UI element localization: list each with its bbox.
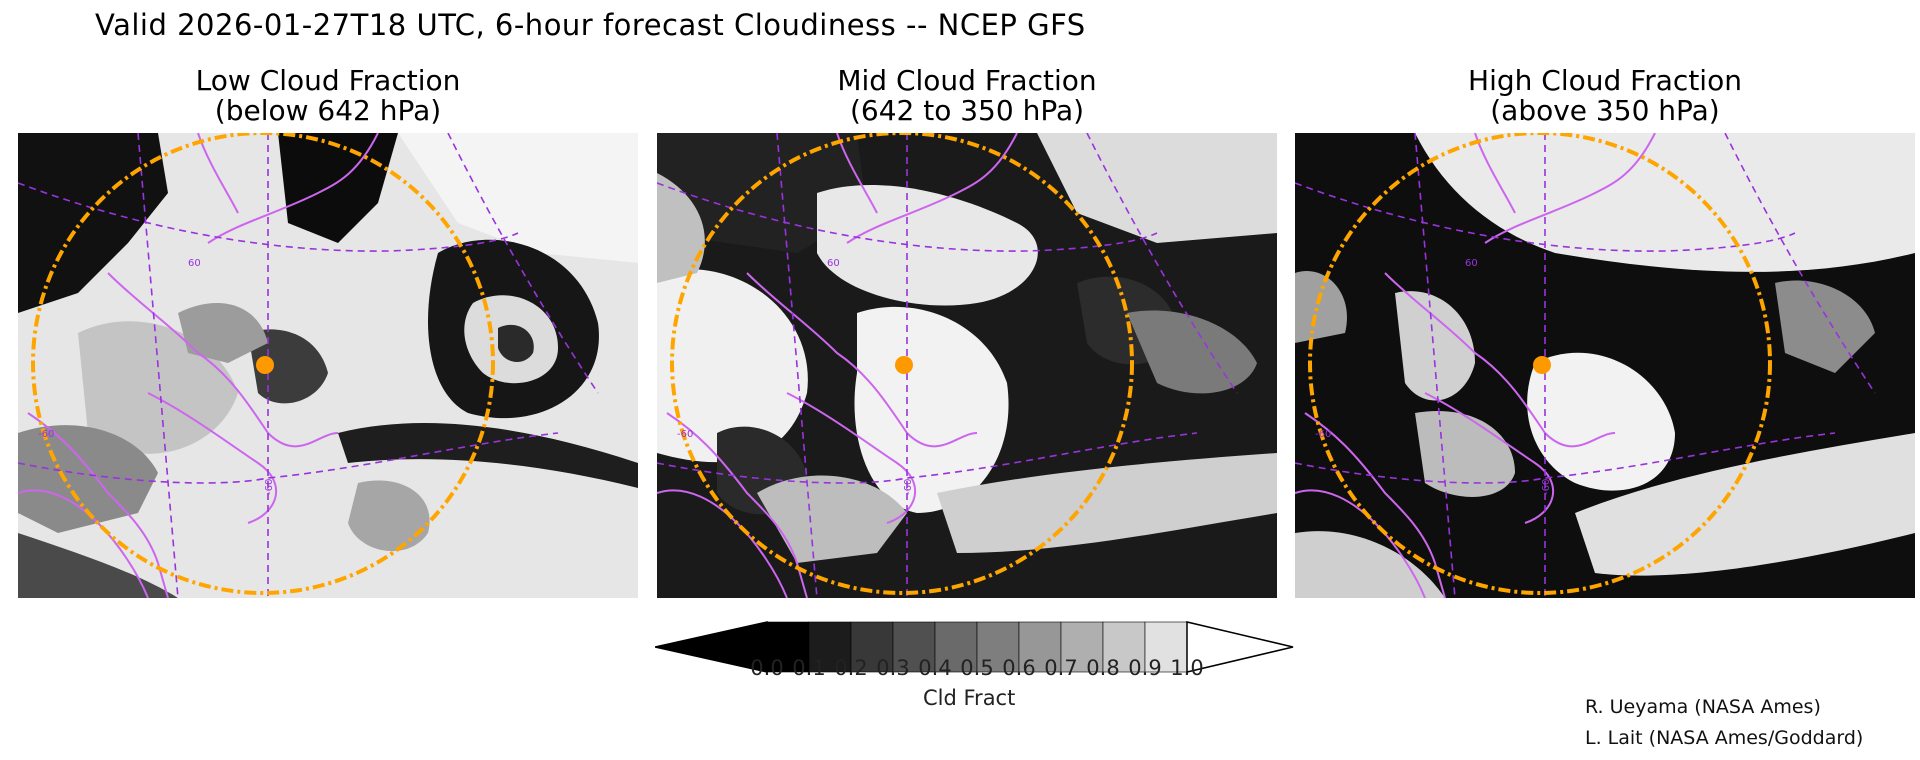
colorbar-swatch — [1102, 621, 1146, 673]
colorbar-tick-label: 0.0 — [750, 656, 784, 680]
colorbar-over-triangle — [1186, 621, 1294, 673]
colorbar-swatch — [892, 621, 936, 673]
lat-label-low: 60 — [188, 258, 201, 269]
panel-title-high: High Cloud Fraction (above 350 hPa) — [1295, 66, 1915, 126]
colorbar-swatch — [1144, 621, 1188, 673]
colorbar-swatch — [808, 621, 852, 673]
colorbar-tick-label: 0.6 — [1002, 656, 1036, 680]
panel-title-mid: Mid Cloud Fraction (642 to 350 hPa) — [657, 66, 1277, 126]
colorbar-tick-label: 0.2 — [834, 656, 868, 680]
panel-title-mid-line2: (642 to 350 hPa) — [849, 94, 1085, 127]
colorbar-tick-label: 0.8 — [1086, 656, 1120, 680]
colorbar-tick-label: 0.1 — [792, 656, 826, 680]
lat-left-label-low: -60 — [38, 429, 54, 440]
colorbar-tick-label: 0.5 — [960, 656, 994, 680]
colorbar-swatch — [1018, 621, 1062, 673]
credits: R. Ueyama (NASA Ames) L. Lait (NASA Ames… — [1585, 692, 1863, 754]
lon-label-mid: -60 — [903, 479, 914, 495]
colorbar — [655, 621, 1294, 673]
panel-title-mid-line1: Mid Cloud Fraction — [837, 64, 1097, 97]
colorbar-tick-label: 0.7 — [1044, 656, 1078, 680]
panel-title-high-line2: (above 350 hPa) — [1490, 94, 1720, 127]
panel-title-high-line1: High Cloud Fraction — [1468, 64, 1742, 97]
lon-label-low: -60 — [264, 479, 275, 495]
colorbar-under-triangle — [655, 621, 768, 673]
colorbar-swatch — [766, 621, 810, 673]
map-high-cloud: 60 -60 -60 — [1295, 133, 1915, 598]
lat-left-label-high: -60 — [1315, 429, 1331, 440]
panel-title-low: Low Cloud Fraction (below 642 hPa) — [18, 66, 638, 126]
colorbar-swatch — [976, 621, 1020, 673]
page-title: Valid 2026-01-27T18 UTC, 6-hour forecast… — [95, 8, 1086, 42]
colorbar-tick-label: 0.3 — [876, 656, 910, 680]
colorbar-swatch — [934, 621, 978, 673]
colorbar-swatch — [850, 621, 894, 673]
lat-left-label-mid: -60 — [677, 429, 693, 440]
lon-label-high: -60 — [1541, 479, 1552, 495]
lat-label-high: 60 — [1465, 258, 1478, 269]
credit-line-2: L. Lait (NASA Ames/Goddard) — [1585, 727, 1864, 749]
panel-title-low-line1: Low Cloud Fraction — [195, 64, 461, 97]
credit-line-1: R. Ueyama (NASA Ames) — [1585, 696, 1821, 718]
colorbar-label: Cld Fract — [923, 686, 1016, 710]
colorbar-tick-label: 1.0 — [1170, 656, 1204, 680]
map-mid-cloud: 60 -60 -60 — [657, 133, 1277, 598]
lat-label-mid: 60 — [827, 258, 840, 269]
colorbar-tick-label: 0.9 — [1128, 656, 1162, 680]
colorbar-tick-label: 0.4 — [918, 656, 952, 680]
map-low-cloud: 60 -60 -60 — [18, 133, 638, 598]
panel-title-low-line2: (below 642 hPa) — [214, 94, 442, 127]
